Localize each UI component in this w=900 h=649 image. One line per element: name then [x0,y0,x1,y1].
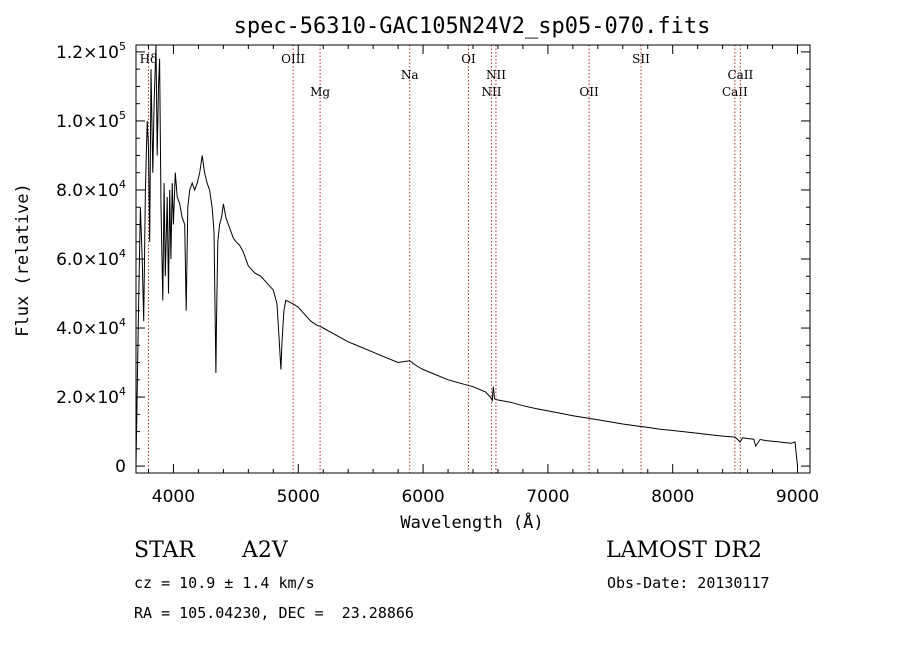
redshift-cz: cz = 10.9 ± 1.4 km/s [134,574,315,592]
spectrum-chart: spec-56310-GAC105N24V2_sp05-070.fits Hδ O… [13,14,819,533]
y-tick-label: 4.0×104 [56,316,126,339]
chart-title: spec-56310-GAC105N24V2_sp05-070.fits [234,14,711,39]
spectral-line-label: OI [461,52,476,66]
y-tick-label: 0 [115,457,126,477]
x-tick-label: 5000 [277,487,320,507]
spectral-line-label: NII [481,85,501,99]
y-tick-label: 2.0×104 [56,385,126,408]
y-tick-label: 1.0×105 [56,109,126,132]
x-tick-label: 4000 [152,487,195,507]
y-tick-label: 8.0×104 [56,178,126,201]
spectral-line-label: SII [632,52,650,66]
x-axis-label: Wavelength (Å) [400,511,543,533]
spectral-line-label: OII [579,85,599,99]
y-tick-label: 6.0×104 [56,247,126,270]
survey-name: LAMOST DR2 [606,538,762,563]
x-tick-label: 8000 [651,487,694,507]
observation-date: Obs-Date: 20130117 [607,574,770,592]
object-type: STAR [134,538,195,563]
y-tick-label: 1.2×105 [56,40,126,63]
x-tick-label: 6000 [401,487,444,507]
spectral-lines: Hδ OIII Mg Na OI NII NII OII SII CaII CaII [140,45,754,473]
axis-ticks: 4000 5000 6000 7000 8000 9000 0 2.0×104 4.0×104 6… [56,40,819,507]
spectrum-series-line [135,44,798,467]
x-tick-label: 7000 [526,487,569,507]
y-axis-label: Flux (relative) [13,183,33,337]
spectral-line-label: NII [486,68,506,82]
spectral-line-label: Na [401,68,419,82]
spectral-line-label: CaII [722,85,748,99]
spectral-line-label: Mg [310,85,330,99]
coordinates: RA = 105.04230, DEC = 23.28866 [134,604,414,622]
object-subclass: A2V [242,538,288,563]
spectral-line-label: CaII [727,68,753,82]
plot-frame [135,44,811,474]
x-tick-label: 9000 [776,487,819,507]
spectral-line-label: Hδ [140,52,158,66]
spectral-line-label: OIII [281,52,305,66]
